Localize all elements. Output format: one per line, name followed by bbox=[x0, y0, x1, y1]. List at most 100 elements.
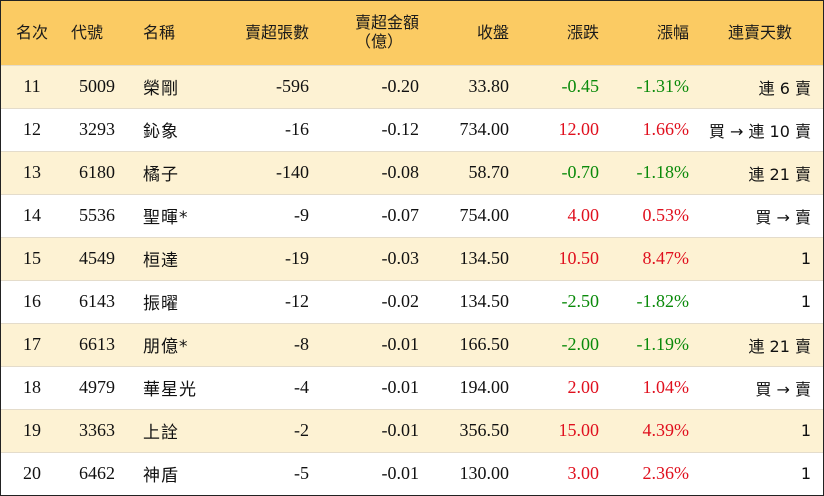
cell-code: 6613 bbox=[79, 334, 115, 354]
header-streak: 連賣天數 bbox=[727, 22, 792, 42]
cell-change-pct: -1.31% bbox=[636, 76, 690, 96]
table-row: 16 6143 振曜 -12 -0.02 134.50 -2.50 -1.82% 1 bbox=[1, 280, 823, 323]
cell-close: 754.00 bbox=[459, 205, 510, 225]
header-change: 漲跌 bbox=[566, 22, 599, 42]
cell-streak: 買 → 賣 bbox=[755, 207, 811, 227]
cell-code: 3363 bbox=[79, 420, 115, 440]
header-close: 收盤 bbox=[476, 22, 509, 42]
cell-net-sell-lots: -596 bbox=[276, 76, 309, 96]
cell-code: 5009 bbox=[79, 76, 115, 96]
cell-net-sell-amount: -0.20 bbox=[381, 76, 420, 96]
cell-name: 振曜 bbox=[143, 294, 179, 314]
cell-name: 上詮 bbox=[143, 423, 179, 443]
header-net-sell-amount-line1: 賣超金額 bbox=[354, 13, 419, 33]
cell-net-sell-lots: -140 bbox=[276, 162, 309, 182]
cell-close: 58.70 bbox=[468, 162, 510, 182]
cell-streak: 買 → 連 10 賣 bbox=[708, 121, 811, 141]
cell-code: 6180 bbox=[79, 162, 115, 182]
cell-net-sell-amount: -0.01 bbox=[381, 377, 420, 397]
cell-change: 4.00 bbox=[567, 205, 600, 225]
cell-close: 356.50 bbox=[459, 420, 510, 440]
header-net-sell-amount-line2: （億） bbox=[354, 31, 403, 51]
header-net-sell-lots: 賣超張數 bbox=[244, 22, 309, 42]
cell-change-pct: 2.36% bbox=[642, 463, 690, 484]
cell-rank: 20 bbox=[23, 463, 41, 484]
table-row: 15 4549 桓達 -19 -0.03 134.50 10.50 8.47% 1 bbox=[1, 237, 823, 280]
cell-rank: 12 bbox=[23, 119, 41, 139]
cell-net-sell-lots: -4 bbox=[294, 377, 309, 397]
cell-code: 6462 bbox=[79, 463, 115, 484]
cell-change-pct: -1.18% bbox=[636, 162, 690, 182]
cell-name: 桓達 bbox=[143, 251, 179, 271]
header-code: 代號 bbox=[71, 22, 104, 42]
cell-change-pct: 4.39% bbox=[642, 420, 690, 440]
cell-streak: 1 bbox=[800, 292, 811, 311]
cell-change-pct: 1.04% bbox=[642, 377, 690, 397]
cell-rank: 17 bbox=[23, 334, 41, 354]
cell-rank: 19 bbox=[23, 420, 41, 440]
cell-code: 6143 bbox=[79, 291, 115, 311]
cell-net-sell-amount: -0.03 bbox=[381, 248, 420, 268]
cell-net-sell-lots: -5 bbox=[294, 463, 309, 484]
cell-net-sell-amount: -0.02 bbox=[381, 291, 420, 311]
cell-close: 734.00 bbox=[459, 119, 510, 139]
table-row: 13 6180 橘子 -140 -0.08 58.70 -0.70 -1.18% 連 21 賣 bbox=[1, 151, 823, 194]
cell-change: 2.00 bbox=[567, 377, 600, 397]
cell-change-pct: -1.82% bbox=[636, 291, 690, 311]
cell-rank: 14 bbox=[23, 205, 41, 225]
cell-rank: 15 bbox=[23, 248, 41, 268]
cell-rank: 13 bbox=[23, 162, 41, 182]
cell-rank: 11 bbox=[23, 76, 41, 96]
cell-name: 華星光 bbox=[143, 380, 197, 400]
cell-change-pct: 0.53% bbox=[642, 205, 690, 225]
cell-streak: 連 21 賣 bbox=[748, 336, 811, 356]
cell-streak: 1 bbox=[800, 249, 811, 268]
cell-net-sell-amount: -0.01 bbox=[381, 420, 420, 440]
table-row: 12 3293 鈊象 -16 -0.12 734.00 12.00 1.66% 買 → 連 10… bbox=[1, 108, 823, 151]
cell-close: 134.50 bbox=[459, 248, 510, 268]
table-row: 19 3363 上詮 -2 -0.01 356.50 15.00 4.39% 1 bbox=[1, 409, 823, 452]
cell-rank: 16 bbox=[23, 291, 41, 311]
cell-name: 聖暉* bbox=[143, 208, 189, 228]
cell-net-sell-lots: -16 bbox=[285, 119, 309, 139]
cell-name: 鈊象 bbox=[143, 122, 179, 142]
cell-net-sell-lots: -9 bbox=[294, 205, 309, 225]
cell-change: -0.70 bbox=[561, 162, 600, 182]
header-row: 名次 代號 名稱 賣超張數 賣超金額 （億） 收盤 漲跌 漲幅 連賣天數 bbox=[1, 1, 823, 65]
cell-streak: 買 → 賣 bbox=[755, 379, 811, 399]
cell-change: -2.50 bbox=[561, 291, 600, 311]
cell-close: 166.50 bbox=[459, 334, 510, 354]
cell-change: 3.00 bbox=[567, 463, 600, 484]
cell-name: 榮剛 bbox=[143, 79, 179, 99]
cell-rank: 18 bbox=[23, 377, 41, 397]
table-row: 17 6613 朋億* -8 -0.01 166.50 -2.00 -1.19% 連 21 賣 bbox=[1, 323, 823, 366]
cell-net-sell-lots: -12 bbox=[285, 291, 309, 311]
cell-streak: 1 bbox=[800, 421, 811, 440]
header-change-pct: 漲幅 bbox=[656, 22, 689, 42]
cell-change: -0.45 bbox=[561, 76, 600, 96]
header-rank: 名次 bbox=[15, 22, 48, 42]
cell-code: 4549 bbox=[79, 248, 115, 268]
cell-streak: 1 bbox=[800, 464, 811, 484]
cell-change-pct: 8.47% bbox=[642, 248, 690, 268]
cell-change-pct: -1.19% bbox=[636, 334, 690, 354]
cell-close: 33.80 bbox=[468, 76, 510, 96]
cell-streak: 連 21 賣 bbox=[748, 164, 811, 184]
cell-change: 12.00 bbox=[558, 119, 600, 139]
cell-close: 194.00 bbox=[459, 377, 510, 397]
cell-net-sell-amount: -0.07 bbox=[381, 205, 420, 225]
cell-net-sell-lots: -19 bbox=[285, 248, 309, 268]
header-net-sell-amount: 賣超金額 （億） bbox=[317, 1, 427, 65]
cell-code: 5536 bbox=[79, 205, 115, 225]
table-body: 11 5009 榮剛 -596 -0.20 33.80 -0.45 -1.31% 連 6 賣 12… bbox=[1, 65, 823, 495]
cell-net-sell-amount: -0.01 bbox=[381, 334, 420, 354]
header-name: 名稱 bbox=[143, 22, 176, 42]
cell-name: 朋億* bbox=[143, 337, 189, 357]
cell-name: 橘子 bbox=[143, 165, 179, 185]
cell-code: 4979 bbox=[79, 377, 115, 397]
cell-close: 134.50 bbox=[459, 291, 510, 311]
cell-name: 神盾 bbox=[143, 466, 179, 487]
cell-net-sell-amount: -0.12 bbox=[381, 119, 420, 139]
